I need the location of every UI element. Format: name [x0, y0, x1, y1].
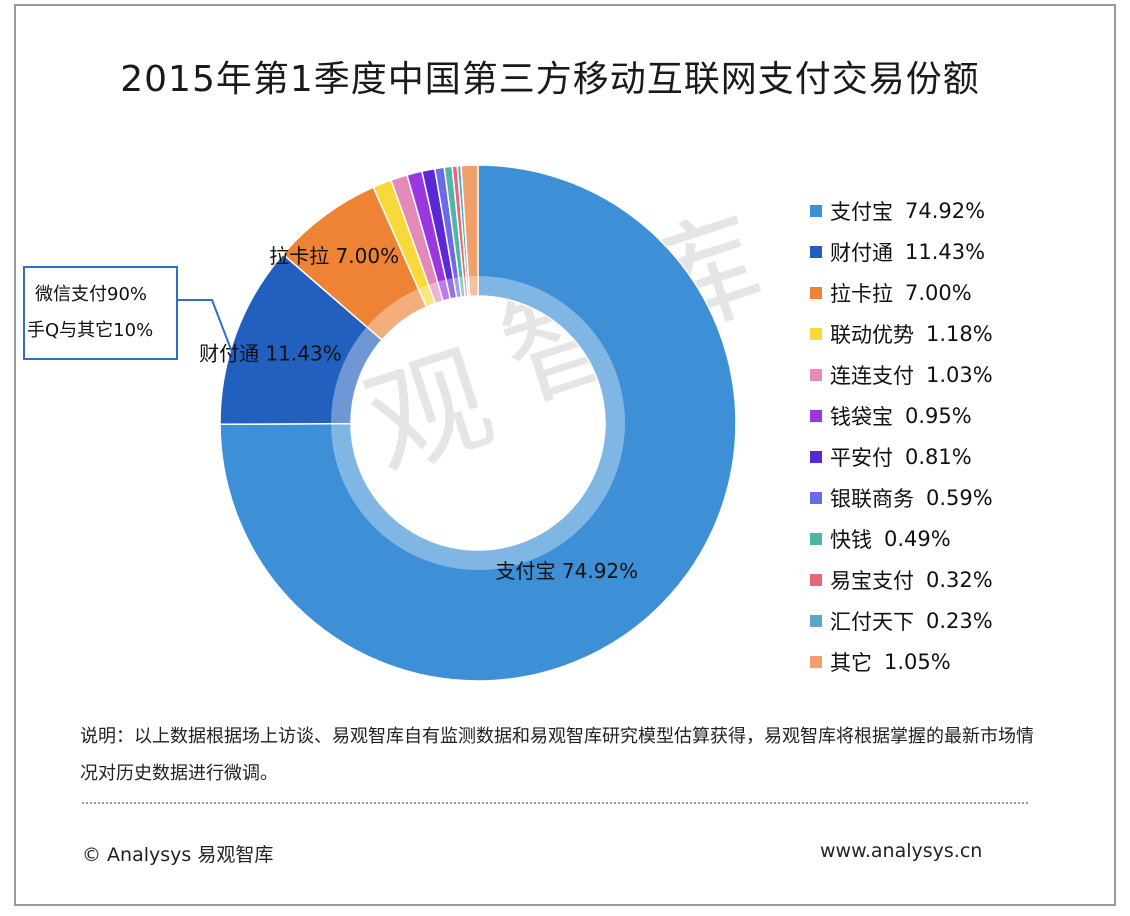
- chart-title: 2015年第1季度中国第三方移动互联网支付交易份额: [120, 59, 980, 100]
- donut-inner-ring: [331, 276, 625, 570]
- legend-swatch: [810, 573, 822, 586]
- note-text: 说明：以上数据根据场上访谈、易观智库自有监测数据和易观智库研究模型估算获得，易观…: [80, 726, 1034, 784]
- legend-item: 联动优势 1.18%: [810, 313, 1110, 354]
- chart-frame: [14, 4, 1116, 906]
- legend-label: 其它: [830, 650, 872, 675]
- legend-item: 财付通 11.43%: [810, 231, 1110, 272]
- copyright-text: © Analysys 易观智库: [82, 844, 274, 866]
- legend-swatch: [810, 614, 822, 627]
- legend-swatch: [810, 491, 822, 504]
- legend-label: 快钱: [830, 527, 872, 552]
- legend-swatch: [810, 204, 822, 217]
- legend-swatch: [810, 286, 822, 299]
- legend-value: 0.95%: [905, 403, 972, 428]
- legend-value: 7.00%: [905, 280, 972, 305]
- legend-swatch: [810, 655, 822, 668]
- legend-value: 0.81%: [905, 444, 972, 469]
- legend-label: 汇付天下: [830, 609, 914, 634]
- footer-divider: [82, 802, 1028, 804]
- legend-value: 0.49%: [884, 526, 951, 551]
- legend-value: 74.92%: [905, 198, 986, 223]
- legend-swatch: [810, 245, 822, 258]
- legend-item: 连连支付 1.03%: [810, 354, 1110, 395]
- legend-label: 拉卡拉: [830, 281, 893, 306]
- legend-value: 1.05%: [884, 649, 951, 674]
- legend-label: 易宝支付: [830, 568, 914, 593]
- legend-label: 连连支付: [830, 363, 914, 388]
- wechat-callout: 微信支付90% 手Q与其它10%: [23, 266, 178, 360]
- legend-item: 汇付天下 0.23%: [810, 600, 1110, 641]
- legend-item: 平安付 0.81%: [810, 436, 1110, 477]
- data-label-2: 财付通 11.43%: [199, 342, 342, 366]
- legend-label: 钱袋宝: [830, 404, 893, 429]
- legend-value: 1.18%: [926, 321, 993, 346]
- legend-swatch: [810, 532, 822, 545]
- legend-value: 0.23%: [926, 608, 993, 633]
- legend-value: 1.03%: [926, 362, 993, 387]
- legend-swatch: [810, 368, 822, 381]
- legend-swatch: [810, 450, 822, 463]
- slice-12: [460, 164, 479, 298]
- data-label-3: 拉卡拉 7.00%: [269, 244, 399, 268]
- watermark-char: 观: [351, 328, 508, 497]
- callout-line-1: 微信支付90%: [35, 284, 148, 305]
- legend-label: 银联商务: [830, 486, 914, 511]
- callout-connector: [178, 299, 233, 353]
- legend-label: 支付宝: [830, 199, 893, 224]
- legend-label: 联动优势: [830, 322, 914, 347]
- legend-item: 拉卡拉 7.00%: [810, 272, 1110, 313]
- legend-value: 11.43%: [905, 239, 986, 264]
- legend-item: 其它 1.05%: [810, 641, 1110, 682]
- website-url: www.analysys.cn: [820, 840, 983, 862]
- data-label-1: 支付宝 74.92%: [496, 559, 639, 583]
- legend-item: 易宝支付 0.32%: [810, 559, 1110, 600]
- legend-label: 平安付: [830, 445, 893, 470]
- callout-line-2: 手Q与其它10%: [27, 320, 154, 341]
- legend-item: 钱袋宝 0.95%: [810, 395, 1110, 436]
- legend-label: 财付通: [830, 240, 893, 265]
- legend-item: 银联商务 0.59%: [810, 477, 1110, 518]
- legend-item: 快钱 0.49%: [810, 518, 1110, 559]
- legend-item: 支付宝 74.92%: [810, 190, 1110, 231]
- legend-value: 0.59%: [926, 485, 993, 510]
- chart-legend: 支付宝 74.92% 财付通 11.43% 拉卡拉 7.00% 联动优势 1.18% 连连支付 1…: [810, 190, 1110, 682]
- legend-value: 0.32%: [926, 567, 993, 592]
- slice-1: [219, 164, 737, 682]
- legend-swatch: [810, 409, 822, 422]
- legend-swatch: [810, 327, 822, 340]
